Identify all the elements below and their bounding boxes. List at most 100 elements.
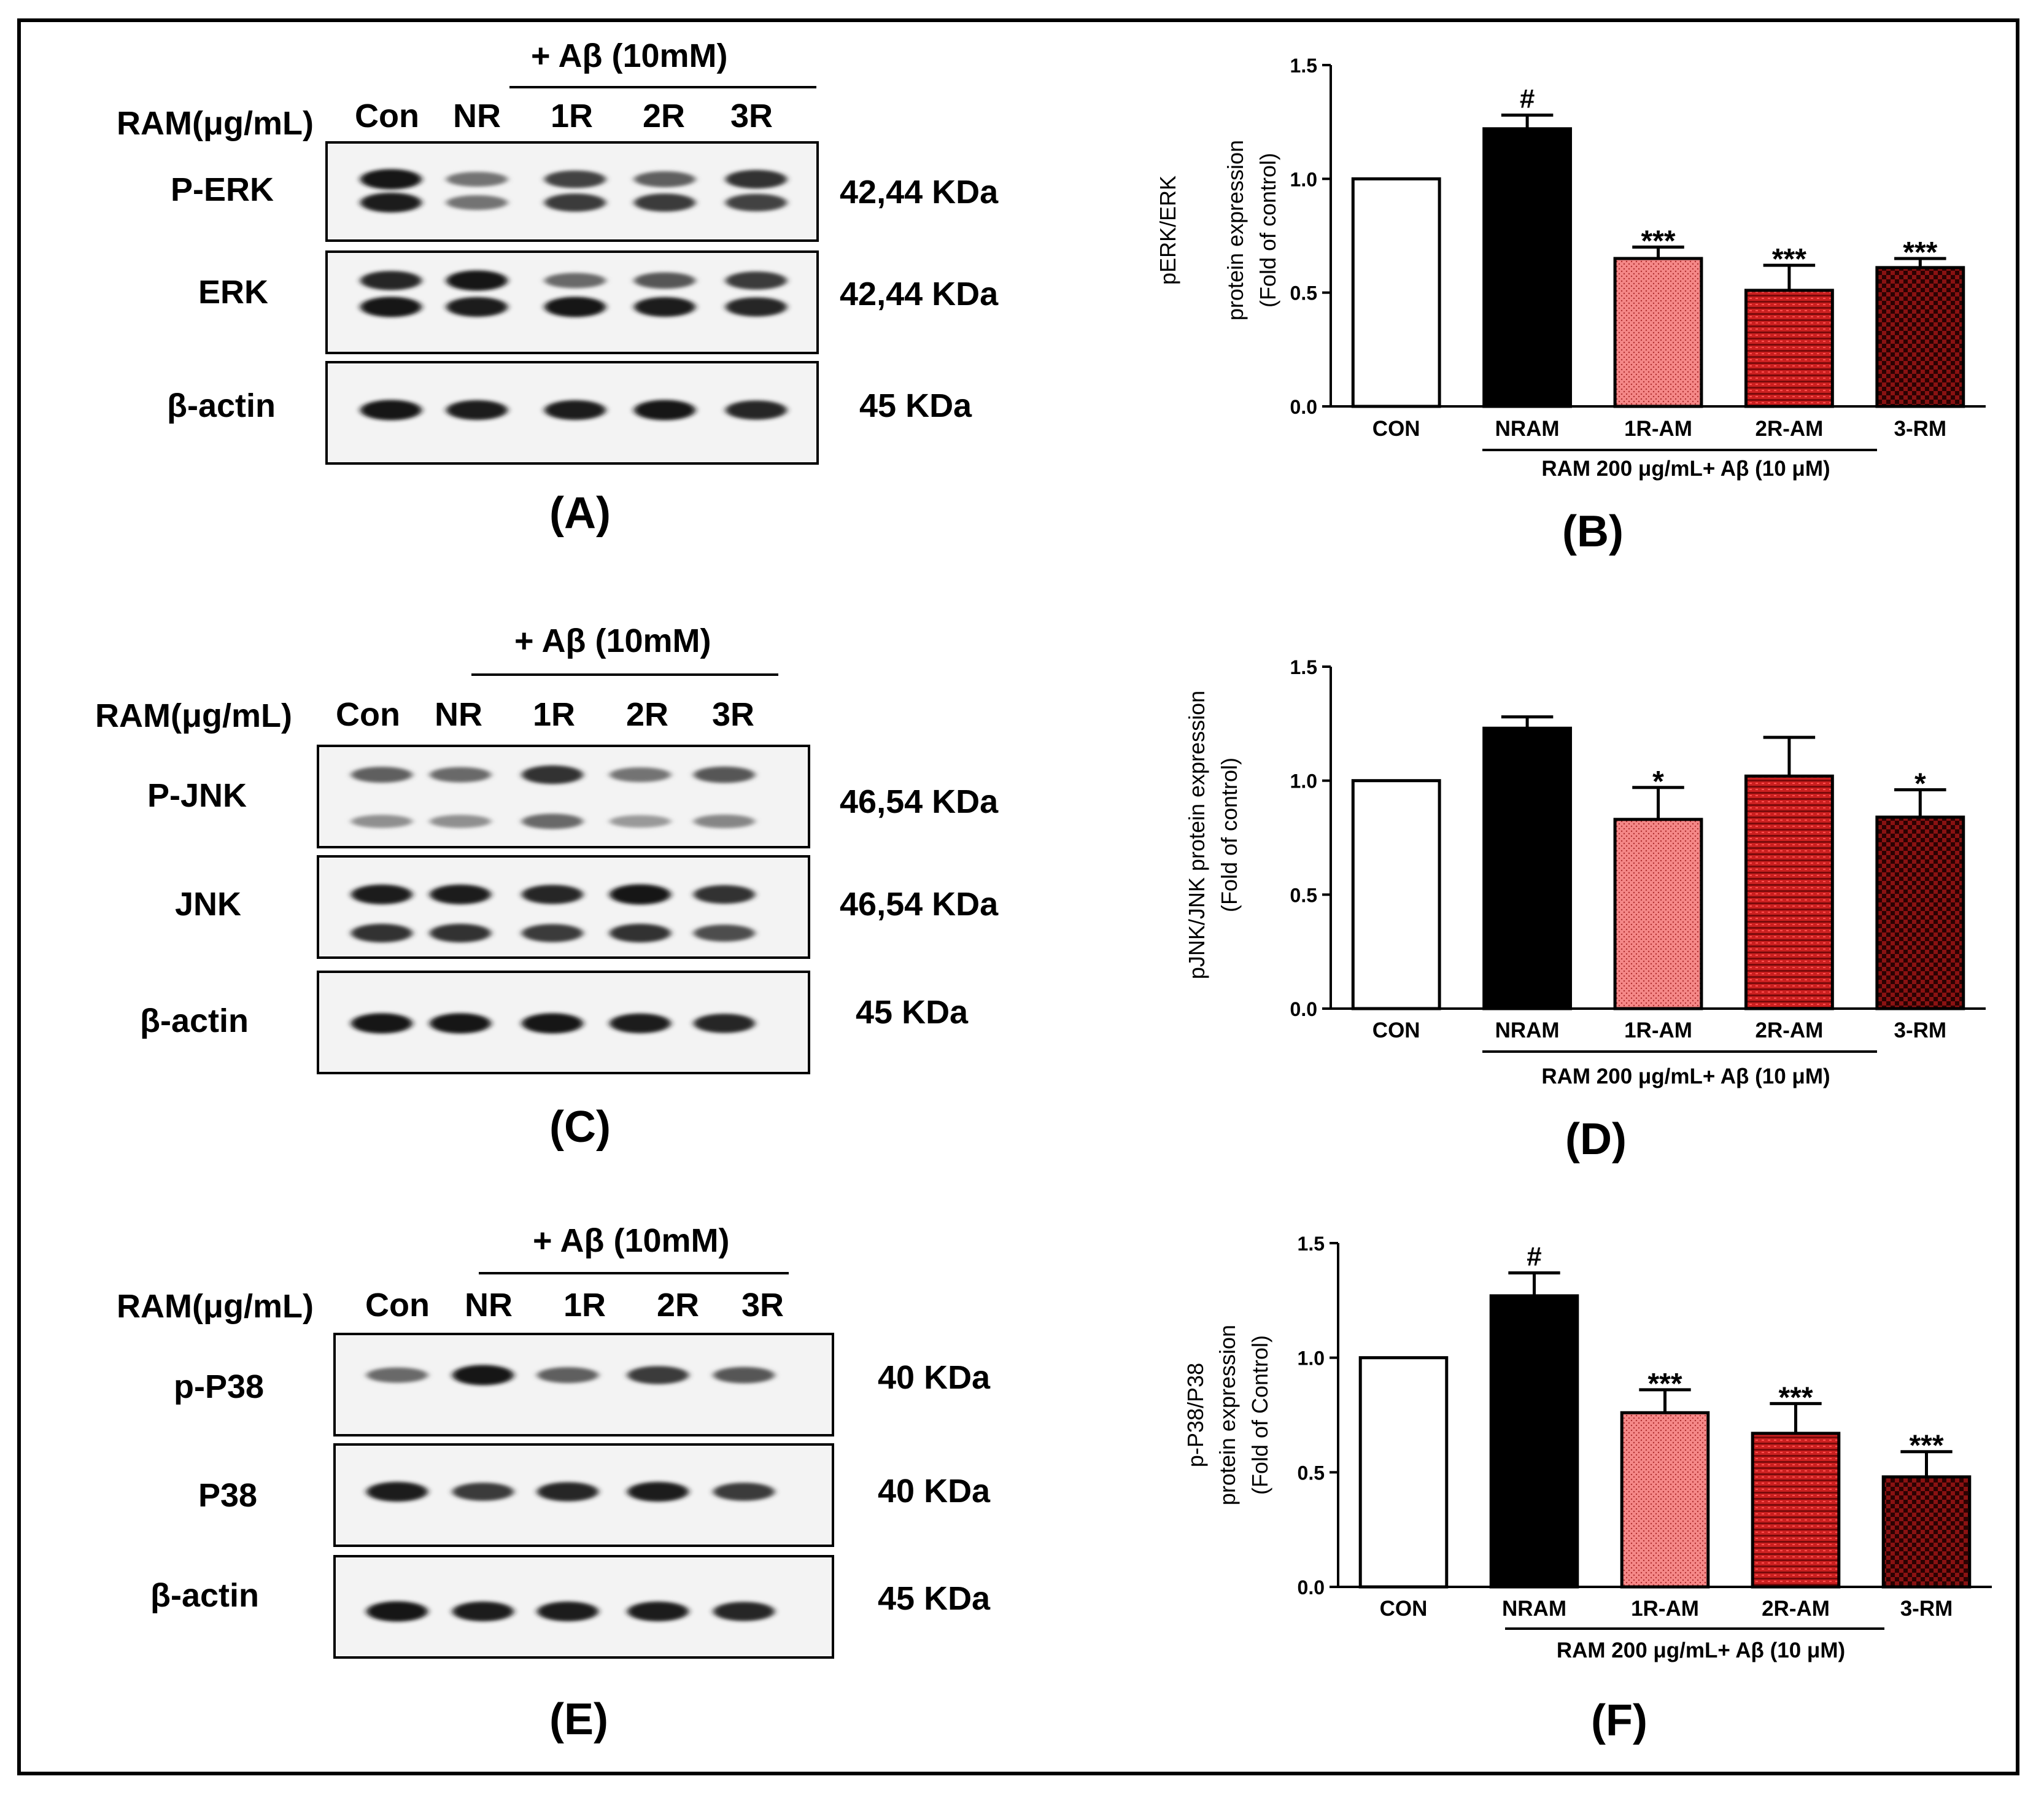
figure-frame (17, 18, 2019, 1775)
group-label: RAM 200 μg/mL+ Aβ (10 μM) (1541, 457, 1830, 481)
y-tick-label: 0.0 (1290, 998, 1317, 1020)
significance-label: *** (1772, 243, 1806, 276)
blot-band (430, 815, 491, 828)
blot-box (333, 1333, 834, 1436)
treatment-line (509, 86, 816, 88)
blot-band (694, 1014, 755, 1033)
significance-label: # (1520, 84, 1535, 114)
size-label: 40 KDa (878, 1473, 991, 1510)
category-label: 2R-AM (1762, 1597, 1830, 1621)
blot-band (544, 273, 606, 289)
blot-band (694, 885, 755, 904)
panel-label: (A) (549, 489, 611, 538)
category-label: NRAM (1502, 1597, 1566, 1621)
y-axis-label: protein expression (1223, 140, 1248, 320)
lane-label-nr: NR (465, 1287, 513, 1324)
blot-band (366, 1367, 428, 1383)
size-label: 42,44 KDa (840, 276, 999, 312)
significance-label: * (1652, 766, 1664, 798)
protein-label: β-actin (150, 1577, 259, 1614)
dose-label: RAM(μg/mL) (95, 697, 292, 734)
blot-band (610, 815, 671, 828)
panel-label: (B) (1562, 507, 1624, 556)
protein-label: β-actin (167, 387, 276, 424)
lane-label-3r: 3R (741, 1287, 784, 1324)
category-label: 1R-AM (1624, 1018, 1692, 1042)
lane-label-1r: 1R (533, 696, 576, 733)
blot-band (627, 1481, 689, 1502)
size-label: 45 KDa (856, 994, 969, 1031)
bar (1358, 1356, 1449, 1589)
protein-label: P38 (198, 1477, 258, 1514)
blot-band (360, 192, 422, 213)
blot-band (627, 1366, 689, 1384)
lane-label-nr: NR (435, 696, 482, 733)
y-tick-label: 0.5 (1298, 1462, 1325, 1484)
lane-label-3r: 3R (730, 98, 773, 134)
blot-band (537, 1601, 598, 1622)
blot-band (634, 272, 695, 289)
panel-label: (D) (1565, 1115, 1627, 1164)
bar (1482, 127, 1573, 408)
bar-chart: 0.0 0.5 1.0 1.5 pJNK/JNK protein expression (… (1184, 656, 1986, 1164)
bar (1744, 289, 1834, 408)
treatment-header: + Aβ (10mM) (514, 622, 711, 659)
y-tick-label: 1.5 (1290, 55, 1317, 77)
blot-band (430, 884, 491, 905)
blot-band (694, 766, 755, 783)
y-axis-label: (Fold of control) (1217, 758, 1242, 912)
lane-label-1r: 1R (563, 1287, 606, 1324)
category-label: NRAM (1495, 1018, 1560, 1042)
blot-band (544, 193, 606, 212)
bar-chart: 0.0 0.5 1.0 1.5 p-P38/P38 protein expression (… (1183, 1233, 1992, 1745)
blot-band (634, 193, 695, 212)
blot-band (713, 1367, 775, 1384)
lane-label-con: Con (336, 696, 400, 733)
lane-label-2r: 2R (657, 1287, 700, 1324)
significance-label: *** (1641, 225, 1675, 258)
blot-band (544, 297, 606, 317)
panel-label: (F) (1591, 1696, 1647, 1745)
blot-box (325, 141, 819, 242)
blot-band (544, 400, 606, 421)
blot-band (351, 767, 412, 783)
blot-band (610, 923, 671, 943)
y-tick-label: 0.5 (1290, 282, 1317, 304)
bar (1751, 1432, 1841, 1589)
blot-band (522, 885, 583, 904)
category-label: 2R-AM (1755, 417, 1823, 441)
category-label: 1R-AM (1631, 1597, 1699, 1621)
significance-label: *** (1778, 1381, 1813, 1414)
lane-label-2r: 2R (626, 696, 669, 733)
significance-label: # (1527, 1242, 1541, 1272)
bar (1613, 257, 1703, 408)
blot-band (713, 1483, 775, 1501)
blot-band (446, 171, 508, 187)
category-label: 3-RM (1894, 1018, 1947, 1042)
bar (1482, 726, 1573, 1010)
size-label: 42,44 KDa (840, 174, 999, 211)
y-tick-label: 0.5 (1290, 884, 1317, 906)
y-tick-label: 1.5 (1290, 656, 1317, 678)
blot-band (713, 1602, 775, 1621)
y-tick-label: 1.0 (1290, 168, 1317, 190)
blot-band (537, 1482, 598, 1502)
blot-band (726, 169, 787, 189)
lane-label-1r: 1R (551, 98, 594, 134)
bar (1744, 774, 1834, 1010)
bar (1875, 266, 1965, 408)
blot-band (366, 1601, 428, 1622)
blot-band (694, 814, 755, 829)
blot-band (351, 815, 412, 828)
blot-band (360, 271, 422, 290)
blot-band (610, 884, 671, 905)
group-label: RAM 200 μg/mL+ Aβ (10 μM) (1541, 1064, 1830, 1088)
blot-band (522, 813, 583, 829)
blot-band (430, 1013, 491, 1034)
group-label: RAM 200 μg/mL+ Aβ (10 μM) (1557, 1638, 1845, 1662)
y-tick-label: 0.0 (1290, 396, 1317, 418)
protein-label: P-ERK (171, 171, 274, 208)
blot-band (726, 297, 787, 317)
blot-band (694, 925, 755, 942)
lane-label-3r: 3R (712, 696, 755, 733)
